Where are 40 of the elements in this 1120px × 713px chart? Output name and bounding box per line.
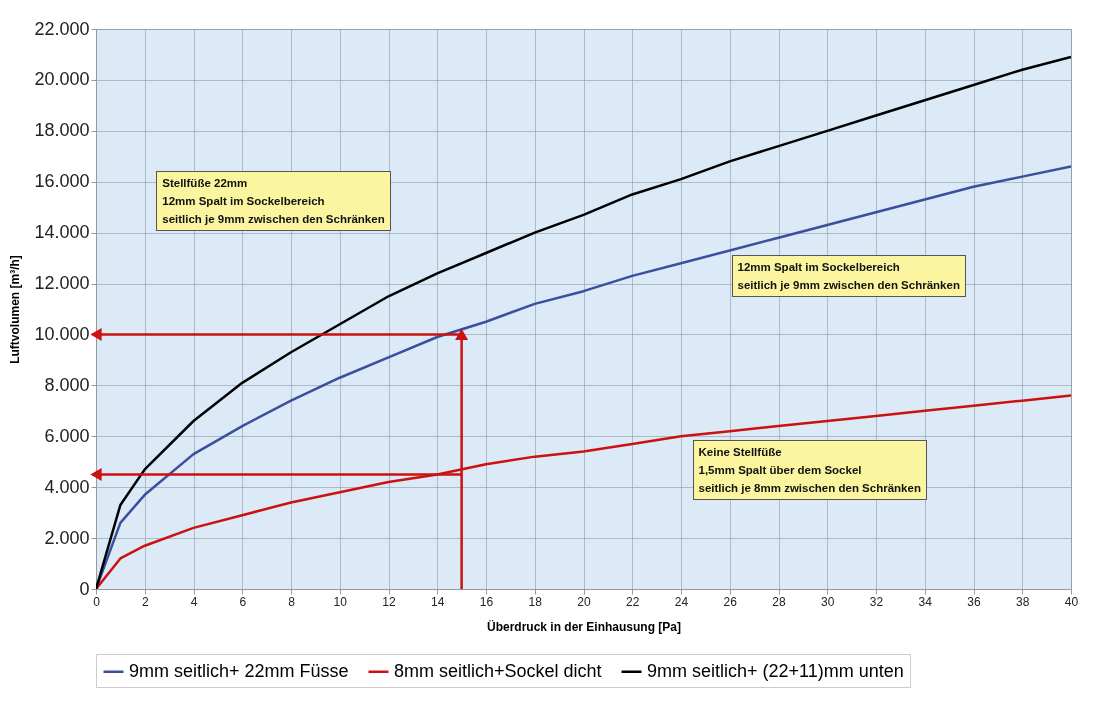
annotation: 12mm Spalt im Sockelbereich seitlich je 9mm zwischen den Schränken [731,255,966,298]
y-tick-label: 4.000 [44,476,90,497]
y-tick-label: 20.000 [34,69,90,90]
x-tick-label: 22 [626,594,640,609]
x-tick-label: 0 [93,594,101,609]
y-tick-label: 2.000 [44,527,90,548]
x-tick-label: 10 [333,594,348,609]
x-tick-label: 40 [1064,594,1079,609]
y-tick-label: 10.000 [34,323,90,344]
y-axis-title: Luftvolumen [m³/h] [8,255,23,364]
y-tick-label: 12.000 [34,273,90,294]
x-tick-label: 32 [869,594,884,609]
y-tick-label: 14.000 [34,222,90,243]
y-tick-label: 6.000 [44,425,90,446]
x-tick-label: 28 [772,594,786,609]
legend-label: 9mm seitlich+ (22+11)mm unten [647,660,904,681]
y-tick-label: 16.000 [34,171,90,192]
annotation: Stellfüße 22mm 12mm Spalt im Sockelbereich seitlich je 9mm zwischen den Schränken [156,171,391,232]
annotation: Keine Stellfüße 1,5mm Spalt über dem Sockel seitlich je 8mm zwischen den Schränken [692,440,927,501]
x-tick-label: 12 [382,594,396,609]
y-tick-label: 8.000 [44,374,90,395]
x-tick-label: 14 [431,594,445,609]
legend-label: 8mm seitlich+Sockel dicht [394,660,602,681]
x-tick-label: 30 [821,594,835,609]
x-tick-label: 20 [577,594,591,609]
legend-label: 9mm seitlich+ 22mm Füsse [129,660,349,681]
x-tick-label: 24 [674,594,689,609]
x-tick-label: 2 [141,594,149,609]
x-tick-label: 38 [1016,594,1030,609]
x-axis-title: Überdruck in der Einhausung [Pa] [486,618,682,634]
x-tick-label: 18 [528,594,543,609]
y-tick-label: 22.000 [34,18,90,39]
x-tick-label: 8 [288,594,296,609]
x-tick-label: 26 [723,594,738,609]
y-tick-label: 18.000 [34,120,90,141]
x-tick-label: 16 [479,594,494,609]
x-tick-label: 6 [239,594,247,609]
x-tick-label: 36 [967,594,981,609]
x-tick-label: 4 [190,594,198,609]
x-tick-label: 34 [918,594,933,609]
